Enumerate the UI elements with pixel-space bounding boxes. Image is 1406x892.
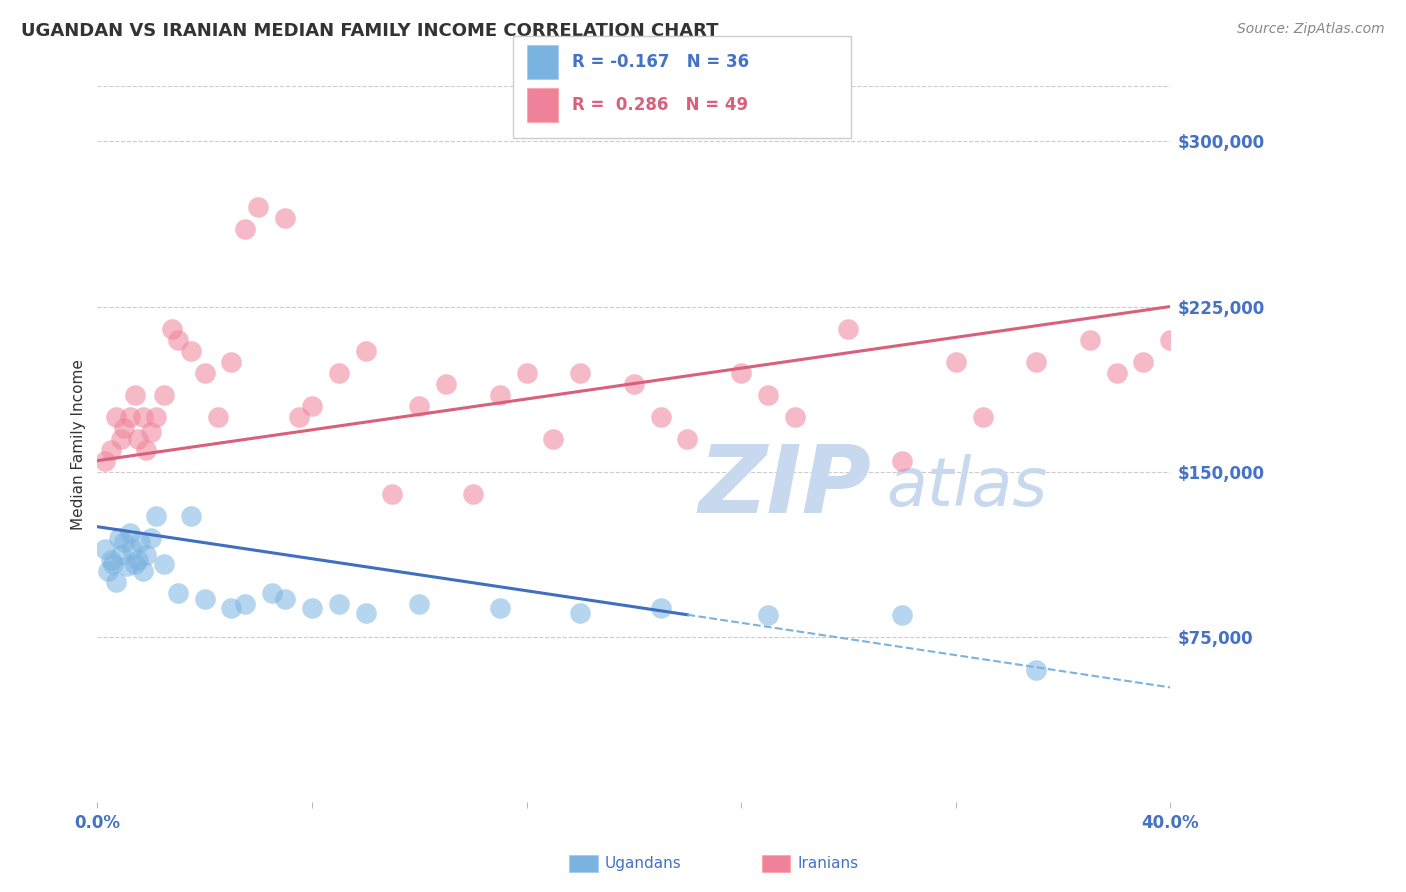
Point: [756, 387, 779, 401]
Point: [461, 486, 484, 500]
Point: [105, 409, 128, 424]
Point: [328, 366, 350, 380]
Point: [434, 376, 457, 391]
Point: [569, 366, 592, 380]
Point: [891, 453, 914, 467]
Point: [287, 409, 309, 424]
Text: R =  0.286   N = 49: R = 0.286 N = 49: [572, 96, 748, 114]
Text: UGANDAN VS IRANIAN MEDIAN FAMILY INCOME CORRELATION CHART: UGANDAN VS IRANIAN MEDIAN FAMILY INCOME …: [21, 22, 718, 40]
Point: [381, 486, 404, 500]
Point: [127, 432, 149, 446]
Point: [274, 211, 297, 226]
Point: [274, 592, 297, 607]
Point: [127, 552, 149, 566]
Y-axis label: Median Family Income: Median Family Income: [72, 359, 86, 530]
Point: [145, 409, 167, 424]
Point: [145, 508, 167, 523]
Point: [233, 597, 256, 611]
Point: [247, 201, 270, 215]
Point: [124, 557, 146, 571]
Point: [100, 442, 122, 457]
Point: [488, 387, 510, 401]
Point: [569, 606, 592, 620]
Point: [1025, 663, 1047, 677]
Point: [121, 541, 143, 556]
Point: [112, 420, 135, 434]
Point: [115, 559, 138, 574]
Point: [837, 321, 859, 335]
Point: [132, 564, 155, 578]
Point: [132, 409, 155, 424]
Text: R = -0.167   N = 36: R = -0.167 N = 36: [572, 54, 749, 71]
Point: [676, 432, 699, 446]
Text: ZIP: ZIP: [699, 441, 872, 533]
Text: Ugandans: Ugandans: [605, 856, 682, 871]
Point: [94, 453, 117, 467]
Point: [103, 557, 125, 571]
Point: [623, 376, 645, 391]
Point: [354, 606, 377, 620]
Text: Iranians: Iranians: [797, 856, 858, 871]
Point: [180, 508, 202, 523]
Point: [118, 409, 141, 424]
Point: [1105, 366, 1128, 380]
Point: [945, 354, 967, 368]
Point: [328, 597, 350, 611]
Point: [139, 425, 162, 439]
Point: [301, 399, 323, 413]
Point: [194, 366, 217, 380]
Point: [783, 409, 806, 424]
Point: [260, 586, 283, 600]
Point: [129, 535, 152, 549]
Point: [488, 601, 510, 615]
Point: [221, 354, 243, 368]
Point: [1159, 333, 1181, 347]
Point: [221, 601, 243, 615]
Point: [180, 343, 202, 358]
Point: [408, 399, 430, 413]
Point: [1025, 354, 1047, 368]
Point: [162, 321, 184, 335]
Point: [207, 409, 229, 424]
Point: [139, 531, 162, 545]
Point: [166, 333, 188, 347]
Text: Source: ZipAtlas.com: Source: ZipAtlas.com: [1237, 22, 1385, 37]
Point: [730, 366, 752, 380]
Point: [756, 607, 779, 622]
Point: [194, 592, 217, 607]
Point: [112, 535, 135, 549]
Point: [408, 597, 430, 611]
Point: [1078, 333, 1101, 347]
Point: [1132, 354, 1154, 368]
Point: [153, 387, 176, 401]
Point: [650, 601, 672, 615]
Point: [166, 586, 188, 600]
Point: [301, 601, 323, 615]
Point: [97, 564, 120, 578]
Point: [100, 552, 122, 566]
Point: [233, 222, 256, 236]
Point: [650, 409, 672, 424]
Point: [105, 574, 128, 589]
Point: [108, 531, 131, 545]
Point: [110, 549, 132, 563]
Point: [135, 549, 157, 563]
Point: [972, 409, 994, 424]
Point: [124, 387, 146, 401]
Point: [543, 432, 565, 446]
Point: [110, 432, 132, 446]
Point: [354, 343, 377, 358]
Point: [153, 557, 176, 571]
Point: [515, 366, 537, 380]
Point: [135, 442, 157, 457]
Point: [118, 526, 141, 541]
Text: atlas: atlas: [886, 454, 1047, 520]
Point: [94, 541, 117, 556]
Point: [891, 607, 914, 622]
